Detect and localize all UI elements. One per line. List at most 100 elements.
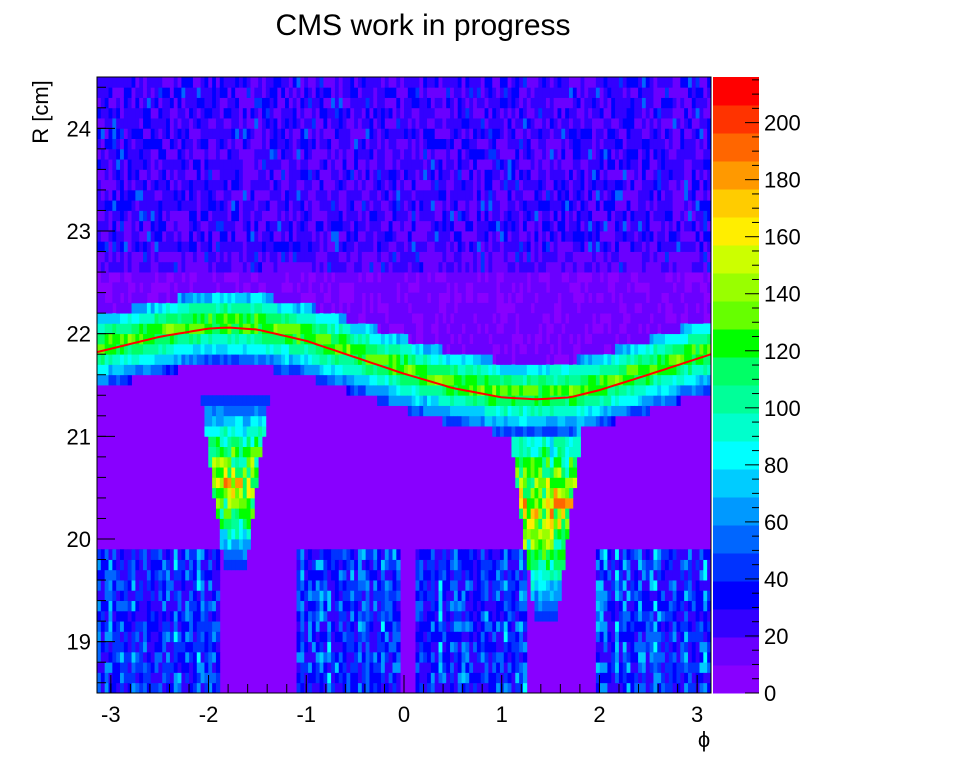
heatmap-cell <box>407 354 413 365</box>
heatmap-cell <box>534 148 539 160</box>
heatmap-cell <box>112 672 117 684</box>
heatmap-cell <box>311 569 317 581</box>
heatmap-cell <box>473 77 478 88</box>
heatmap-cell <box>545 169 551 181</box>
heatmap-cell <box>519 385 524 396</box>
heatmap-cell <box>377 282 382 293</box>
heatmap-cell <box>200 621 205 632</box>
heatmap-cell <box>158 580 163 591</box>
heatmap-cell <box>238 446 244 458</box>
heatmap-cell <box>158 220 163 232</box>
heatmap-cell <box>357 107 363 119</box>
heatmap-cell <box>484 343 489 355</box>
heatmap-cell <box>177 672 182 684</box>
heatmap-cell <box>338 631 343 643</box>
heatmap-cell <box>135 580 140 591</box>
heatmap-cell <box>108 631 113 643</box>
heatmap-cell <box>173 272 178 283</box>
heatmap-cell <box>262 118 267 129</box>
heatmap-cell <box>104 179 109 191</box>
heatmap-cell <box>469 621 474 632</box>
heatmap-cell <box>162 313 167 324</box>
heatmap-cell <box>542 231 547 242</box>
heatmap-cell <box>380 610 386 622</box>
heatmap-cell <box>507 333 512 345</box>
heatmap-cell <box>350 631 355 643</box>
heatmap-cell <box>196 148 202 160</box>
heatmap-cell <box>231 549 236 560</box>
heatmap-cell <box>139 343 144 355</box>
heatmap-cell <box>265 138 271 150</box>
heatmap-cell <box>323 313 328 324</box>
heatmap-cell <box>120 169 125 181</box>
heatmap-cell <box>469 600 474 612</box>
heatmap-cell <box>427 569 432 581</box>
heatmap-cell <box>319 189 324 201</box>
heatmap-cell <box>526 148 532 160</box>
heatmap-cell <box>120 159 125 170</box>
heatmap-cell <box>392 189 397 201</box>
heatmap-cell <box>434 241 439 252</box>
heatmap-cell <box>304 200 309 211</box>
heatmap-cell <box>365 333 370 345</box>
heatmap-cell <box>377 641 382 653</box>
heatmap-cell <box>311 302 317 314</box>
heatmap-cell <box>143 282 148 293</box>
heatmap-cell <box>100 323 106 335</box>
heatmap-cell <box>242 549 248 560</box>
heatmap-cell <box>304 343 309 355</box>
heatmap-cell <box>334 97 340 109</box>
heatmap-cell <box>238 169 244 181</box>
heatmap-cell <box>146 610 152 622</box>
heatmap-cell <box>300 138 305 150</box>
heatmap-cell <box>127 364 132 376</box>
heatmap-cell <box>419 354 424 365</box>
heatmap-cell <box>507 621 512 632</box>
heatmap-cell <box>246 128 251 139</box>
heatmap-cell <box>231 107 236 119</box>
heatmap-cell <box>342 569 347 581</box>
heatmap-cell <box>223 487 228 499</box>
heatmap-cell <box>423 610 428 622</box>
heatmap-cell <box>542 118 547 129</box>
heatmap-cell <box>173 87 178 98</box>
heatmap-cell <box>265 302 271 314</box>
heatmap-cell <box>204 231 209 242</box>
heatmap-cell <box>496 241 501 252</box>
heatmap-cell <box>185 343 190 355</box>
heatmap-cell <box>453 97 459 109</box>
heatmap-cell <box>319 631 324 643</box>
heatmap-cell <box>392 118 397 129</box>
heatmap-cell <box>446 169 451 181</box>
heatmap-cell <box>334 148 340 160</box>
heatmap-cell <box>522 610 528 622</box>
heatmap-cell <box>480 395 485 406</box>
heatmap-cell <box>189 261 194 273</box>
heatmap-cell <box>311 641 317 653</box>
heatmap-cell <box>411 159 416 170</box>
heatmap-cell <box>173 651 178 663</box>
heatmap-cell <box>365 169 370 181</box>
heatmap-cell <box>231 354 236 365</box>
heatmap-cell <box>338 610 343 622</box>
heatmap-cell <box>542 343 547 355</box>
heatmap-cell <box>112 77 117 88</box>
heatmap-cell <box>235 210 240 222</box>
heatmap-cell <box>97 621 102 632</box>
heatmap-cell <box>238 261 244 273</box>
heatmap-cell <box>538 569 543 581</box>
heatmap-cell <box>519 487 524 499</box>
heatmap-cell <box>296 682 301 694</box>
heatmap-cell <box>499 651 505 663</box>
heatmap-cell <box>334 549 340 560</box>
heatmap-cell <box>484 395 489 406</box>
heatmap-cell <box>377 333 382 345</box>
heatmap-cell <box>204 261 209 273</box>
heatmap-cell <box>473 138 478 150</box>
heatmap-cell <box>384 231 390 242</box>
heatmap-cell <box>100 128 106 139</box>
heatmap-cell <box>515 374 520 386</box>
heatmap-cell <box>388 231 393 242</box>
heatmap-cell <box>227 467 232 478</box>
heatmap-cell <box>427 405 432 417</box>
